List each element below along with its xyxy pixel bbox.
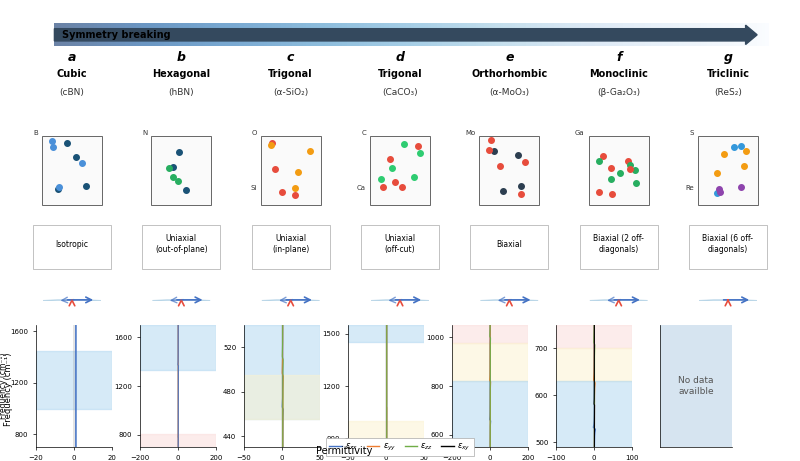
Text: d: d xyxy=(395,51,405,64)
Bar xyxy=(370,136,430,205)
Text: Cubic: Cubic xyxy=(57,69,87,79)
Bar xyxy=(361,225,439,269)
Bar xyxy=(479,136,539,205)
Bar xyxy=(689,225,767,269)
Text: Uniaxial
(off-cut): Uniaxial (off-cut) xyxy=(385,234,415,254)
Legend: $\varepsilon_{xx}$, $\varepsilon_{yy}$, $\varepsilon_{zz}$, $\varepsilon_{xy}$: $\varepsilon_{xx}$, $\varepsilon_{yy}$, … xyxy=(326,438,474,456)
Text: Trigonal: Trigonal xyxy=(268,69,313,79)
Text: (α-MoO₃): (α-MoO₃) xyxy=(490,88,530,97)
Text: Trigonal: Trigonal xyxy=(378,69,422,79)
Text: e: e xyxy=(505,51,514,64)
Text: (CaCO₃): (CaCO₃) xyxy=(382,88,418,97)
Bar xyxy=(33,225,111,269)
Text: g: g xyxy=(723,51,733,64)
Text: No data
availble: No data availble xyxy=(678,376,714,396)
Text: (α-SiO₂): (α-SiO₂) xyxy=(273,88,308,97)
Text: Ga: Ga xyxy=(575,130,585,136)
Bar xyxy=(452,325,528,343)
Text: c: c xyxy=(287,51,294,64)
Text: Symmetry breaking: Symmetry breaking xyxy=(62,30,170,40)
Text: (ReS₂): (ReS₂) xyxy=(714,88,742,97)
Bar xyxy=(470,225,549,269)
Bar xyxy=(36,351,112,408)
Text: N: N xyxy=(142,130,147,136)
Bar xyxy=(452,381,528,447)
Bar xyxy=(452,343,528,381)
Text: S: S xyxy=(690,130,694,136)
Bar xyxy=(556,325,632,349)
Bar xyxy=(42,136,102,205)
Bar xyxy=(589,136,649,205)
Bar xyxy=(579,225,658,269)
FancyArrow shape xyxy=(54,25,757,45)
Text: Hexagonal: Hexagonal xyxy=(152,69,210,79)
Bar xyxy=(698,136,758,205)
Bar xyxy=(261,136,321,205)
Text: Biaxial (2 off-
diagonals): Biaxial (2 off- diagonals) xyxy=(594,234,644,254)
Text: a: a xyxy=(68,51,76,64)
Text: b: b xyxy=(177,51,186,64)
Text: (hBN): (hBN) xyxy=(169,88,194,97)
Text: Ca: Ca xyxy=(357,185,366,191)
Text: B: B xyxy=(34,130,38,136)
Bar xyxy=(142,225,221,269)
Bar xyxy=(244,325,320,420)
Text: Orthorhombic: Orthorhombic xyxy=(471,69,547,79)
Bar xyxy=(140,325,216,370)
Bar xyxy=(140,434,216,447)
Text: (β-Ga₂O₃): (β-Ga₂O₃) xyxy=(597,88,640,97)
Text: Isotropic: Isotropic xyxy=(55,240,89,248)
Text: f: f xyxy=(616,51,622,64)
Text: Monoclinic: Monoclinic xyxy=(590,69,648,79)
Text: Biaxial: Biaxial xyxy=(496,240,522,248)
Text: Re: Re xyxy=(686,185,694,191)
Text: O: O xyxy=(251,130,257,136)
Text: Uniaxial
(in-plane): Uniaxial (in-plane) xyxy=(272,234,310,254)
Text: C: C xyxy=(362,130,366,136)
Y-axis label: Frequency (cm⁻¹): Frequency (cm⁻¹) xyxy=(0,353,7,419)
Bar xyxy=(251,225,330,269)
Text: Frequency (cm⁻¹): Frequency (cm⁻¹) xyxy=(4,353,13,426)
Text: Permittivity: Permittivity xyxy=(316,446,372,456)
Text: Biaxial (6 off-
diagonals): Biaxial (6 off- diagonals) xyxy=(702,234,754,254)
Bar xyxy=(151,136,211,205)
Text: Mo: Mo xyxy=(465,130,475,136)
Bar xyxy=(348,325,424,343)
Text: (cBN): (cBN) xyxy=(59,88,85,97)
Bar xyxy=(556,381,632,447)
Bar xyxy=(244,375,320,420)
Text: Triclinic: Triclinic xyxy=(706,69,750,79)
Bar xyxy=(556,349,632,381)
Text: Si: Si xyxy=(250,185,257,191)
Text: Uniaxial
(out-of-plane): Uniaxial (out-of-plane) xyxy=(155,234,208,254)
Bar xyxy=(348,421,424,447)
